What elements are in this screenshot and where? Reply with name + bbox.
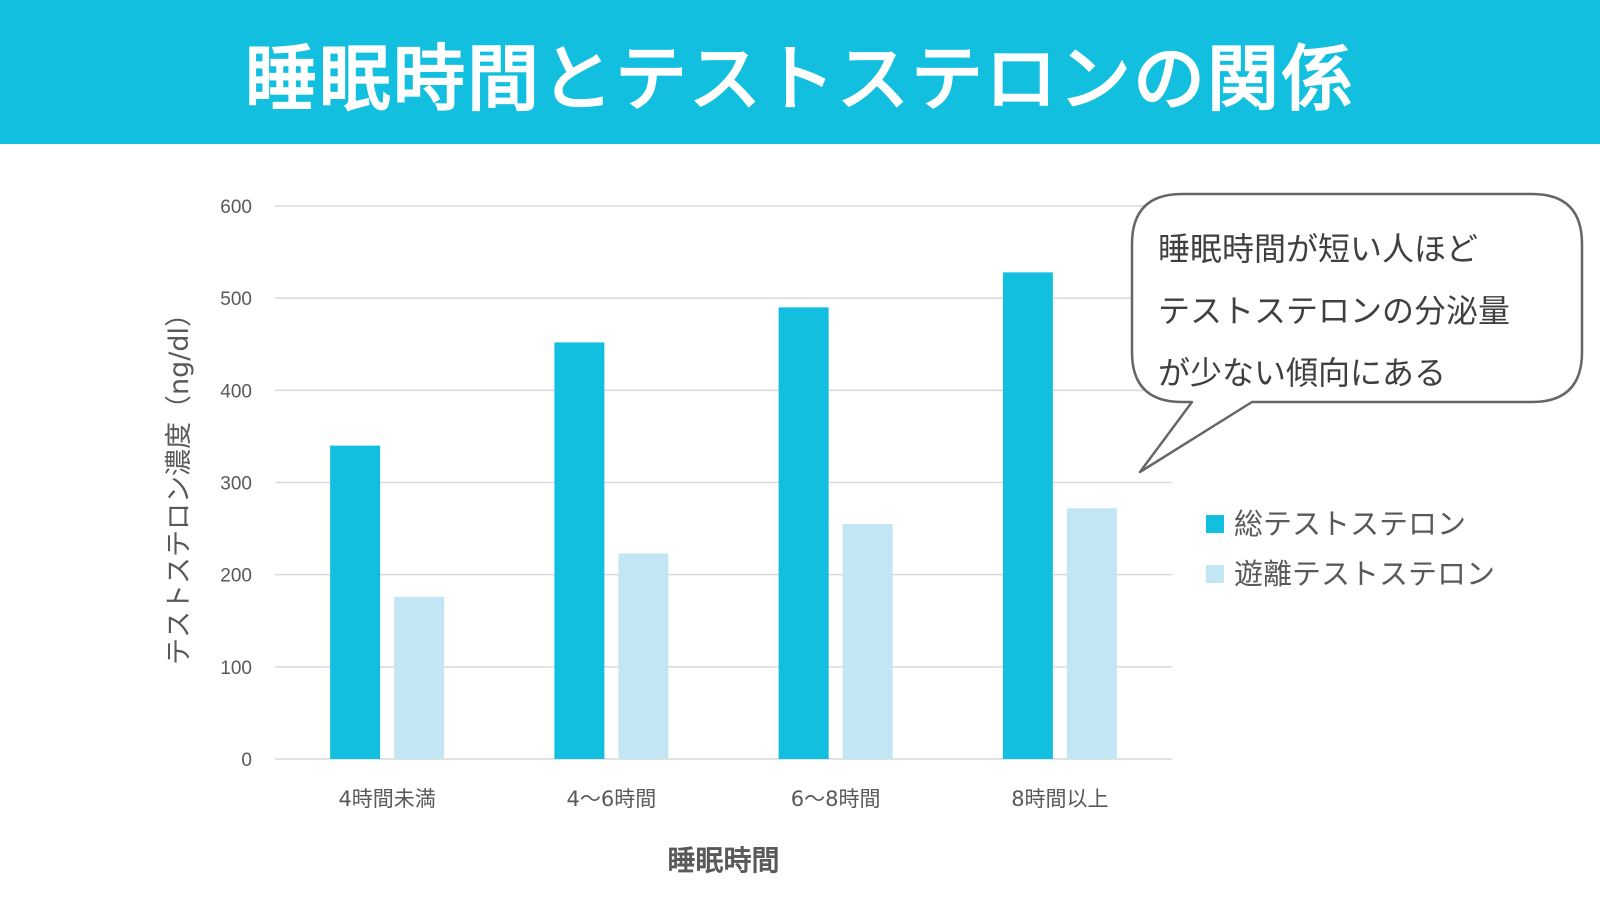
bar-total bbox=[1002, 272, 1053, 759]
legend-swatch bbox=[1206, 515, 1224, 533]
y-axis-title: テストステロン濃度（ng/dl） bbox=[164, 300, 195, 665]
y-tick-label: 0 bbox=[241, 750, 252, 771]
title-banner: 睡眠時間とテストステロンの関係 bbox=[0, 0, 1600, 144]
x-axis-title: 睡眠時間 bbox=[667, 844, 779, 877]
y-tick-label: 300 bbox=[220, 474, 252, 495]
bar-total bbox=[554, 342, 605, 759]
legend-swatch bbox=[1206, 565, 1224, 583]
callout-line: 睡眠時間が短い人ほど bbox=[1158, 230, 1479, 268]
bar-free bbox=[1066, 508, 1117, 759]
y-tick-label: 500 bbox=[220, 289, 252, 310]
bar-free bbox=[394, 596, 445, 759]
x-category-label: 4時間未満 bbox=[338, 787, 435, 811]
y-tick-label: 200 bbox=[220, 566, 252, 587]
legend-label: 遊離テストステロン bbox=[1234, 557, 1495, 591]
callout-shape bbox=[1130, 192, 1584, 474]
x-category-label: 8時間以上 bbox=[1011, 787, 1108, 811]
x-category-label: 4〜6時間 bbox=[567, 787, 657, 811]
bar-total bbox=[330, 445, 381, 759]
bar-free bbox=[842, 523, 893, 759]
bar-free bbox=[618, 553, 669, 759]
callout-text: 睡眠時間が短い人ほど テストステロンの分泌量 が少ない傾向にある bbox=[1158, 218, 1578, 404]
x-category-label: 6〜8時間 bbox=[791, 787, 881, 811]
callout-line: が少ない傾向にある bbox=[1158, 354, 1447, 392]
legend-label: 総テストステロン bbox=[1234, 507, 1466, 541]
bar-total bbox=[778, 307, 829, 759]
page-title: 睡眠時間とテストステロンの関係 bbox=[244, 36, 1355, 121]
callout-bubble: 睡眠時間が短い人ほど テストステロンの分泌量 が少ない傾向にある bbox=[1130, 192, 1584, 474]
y-tick-label: 600 bbox=[220, 197, 252, 218]
y-tick-label: 100 bbox=[220, 658, 252, 679]
y-tick-label: 400 bbox=[220, 381, 252, 402]
callout-line: テストステロンの分泌量 bbox=[1158, 292, 1511, 330]
